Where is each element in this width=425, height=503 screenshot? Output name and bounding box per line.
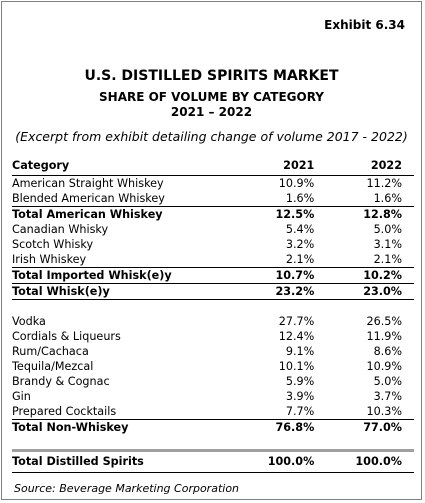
row-label: Tequila/Mezcal xyxy=(12,360,94,373)
row-value-2021: 12.4% xyxy=(278,330,315,343)
spacer-row xyxy=(12,435,414,452)
header-2021: 2021 xyxy=(283,159,315,172)
table-row: Blended American Whiskey 1.6% 1.6% xyxy=(12,191,414,207)
subtitle: (Excerpt from exhibit detailing change o… xyxy=(15,129,408,144)
row-value-2021: 23.2% xyxy=(263,283,322,300)
row-value-2022: 11.9% xyxy=(366,330,402,343)
row-label: Total American Whiskey xyxy=(12,206,264,222)
row-label: Blended American Whiskey xyxy=(12,192,165,205)
row-label: Total Non-Whiskey xyxy=(12,419,264,435)
table-bottom-rule xyxy=(12,472,414,473)
row-value-2022: 5.0% xyxy=(373,223,402,236)
subtotal-row: Total American Whiskey 12.5% 12.8% xyxy=(12,206,414,222)
row-value-2021: 2.1% xyxy=(285,253,315,266)
table-row: Vodka 27.7% 26.5% xyxy=(12,314,414,329)
row-label: Total Whisk(e)y xyxy=(12,283,264,300)
row-value-2022: 8.6% xyxy=(373,345,402,358)
row-value-2022: 12.8% xyxy=(321,206,414,222)
row-value-2021: 10.9% xyxy=(278,177,315,190)
table-row: Rum/Cachaca 9.1% 8.6% xyxy=(12,344,414,359)
exhibit-number: Exhibit 6.34 xyxy=(324,18,405,32)
row-label: Total Imported Whisk(e)y xyxy=(12,267,264,284)
table-row: American Straight Whiskey 10.9% 11.2% xyxy=(12,176,414,192)
row-value-2021: 5.4% xyxy=(285,223,315,236)
row-label: Brandy & Cognac xyxy=(12,375,110,388)
row-value-2022: 3.7% xyxy=(373,390,402,403)
title-line-1: U.S. DISTILLED SPIRITS MARKET xyxy=(84,68,339,84)
row-value-2021: 10.7% xyxy=(263,267,322,284)
subtotal-row: Total Imported Whisk(e)y 10.7% 10.2% xyxy=(12,267,414,284)
row-value-2021: 76.8% xyxy=(263,419,322,435)
row-value-2021: 27.7% xyxy=(278,315,315,328)
row-value-2021: 5.9% xyxy=(285,375,315,388)
table-row: Prepared Cocktails 7.7% 10.3% xyxy=(12,404,414,420)
row-value-2022: 1.6% xyxy=(373,192,402,205)
header-category: Category xyxy=(12,159,70,172)
row-value-2022: 77.0% xyxy=(321,419,414,435)
row-value-2022: 23.0% xyxy=(321,283,414,300)
total-row: Total Non-Whiskey 76.8% 77.0% xyxy=(12,419,414,435)
table-row: Tequila/Mezcal 10.1% 10.9% xyxy=(12,359,414,374)
row-value-2022: 10.2% xyxy=(321,267,414,284)
row-label: Vodka xyxy=(12,315,46,328)
spacer-row xyxy=(12,300,414,315)
row-label: Cordials & Liqueurs xyxy=(12,330,121,343)
row-value-2022: 3.1% xyxy=(373,238,402,251)
share-table: Category 2021 2022 American Straight Whi… xyxy=(12,157,414,473)
total-row: Total Whisk(e)y 23.2% 23.0% xyxy=(12,283,414,300)
row-label: Prepared Cocktails xyxy=(12,405,117,418)
table-row: Canadian Whisky 5.4% 5.0% xyxy=(12,222,414,237)
row-value-2022: 100.0% xyxy=(355,455,402,468)
table-row: Brandy & Cognac 5.9% 5.0% xyxy=(12,374,414,389)
table-row: Gin 3.9% 3.7% xyxy=(12,389,414,404)
table-row: Cordials & Liqueurs 12.4% 11.9% xyxy=(12,329,414,344)
row-value-2021: 12.5% xyxy=(263,206,322,222)
row-label: Irish Whiskey xyxy=(12,253,87,266)
source-note: Source: Beverage Marketing Corporation xyxy=(14,482,240,495)
row-value-2022: 2.1% xyxy=(373,253,402,266)
row-value-2021: 10.1% xyxy=(278,360,315,373)
header-2022: 2022 xyxy=(370,159,402,172)
row-label: Total Distilled Spirits xyxy=(12,455,144,468)
row-value-2021: 3.2% xyxy=(285,238,315,251)
row-label: Canadian Whisky xyxy=(12,223,109,236)
row-value-2022: 10.3% xyxy=(366,405,402,418)
row-label: Scotch Whisky xyxy=(12,238,94,251)
row-label: American Straight Whiskey xyxy=(12,177,164,190)
table-row: Scotch Whisky 3.2% 3.1% xyxy=(12,237,414,252)
title-line-3: 2021 – 2022 xyxy=(170,105,253,119)
row-value-2021: 1.6% xyxy=(285,192,315,205)
row-value-2022: 10.9% xyxy=(366,360,402,373)
row-value-2022: 5.0% xyxy=(373,375,402,388)
row-label: Gin xyxy=(12,390,31,403)
row-value-2021: 7.7% xyxy=(285,405,315,418)
table-row: Irish Whiskey 2.1% 2.1% xyxy=(12,252,414,268)
title-line-2: SHARE OF VOLUME BY CATEGORY xyxy=(99,90,324,104)
row-value-2021: 9.1% xyxy=(285,345,315,358)
row-label: Rum/Cachaca xyxy=(12,345,89,358)
row-value-2021: 100.0% xyxy=(267,455,315,468)
row-value-2021: 3.9% xyxy=(285,390,315,403)
row-value-2022: 26.5% xyxy=(366,315,402,328)
row-value-2022: 11.2% xyxy=(366,177,402,190)
table-header-row: Category 2021 2022 xyxy=(12,157,414,176)
grand-total-row: Total Distilled Spirits 100.0% 100.0% xyxy=(12,451,414,473)
